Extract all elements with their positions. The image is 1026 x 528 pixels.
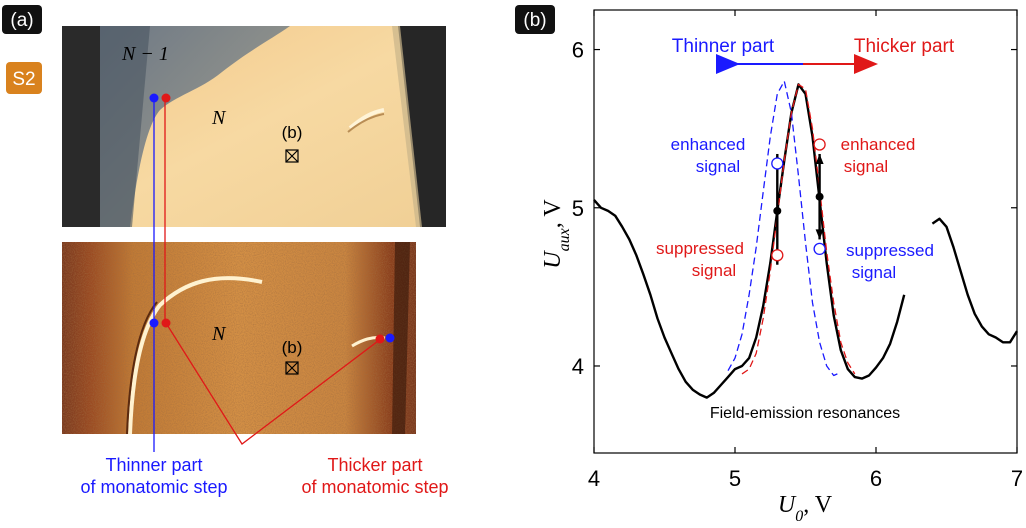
x-axis-label: U0, V [778, 492, 833, 525]
x-tick-label: 5 [729, 466, 741, 491]
left-suppressed-line1: suppressed [656, 239, 744, 258]
right-suppressed-line1: suppressed [846, 241, 934, 260]
right-down-arrow-head [815, 229, 824, 240]
top-topography-image [62, 26, 446, 227]
top-label-n-minus-1: N − 1 [121, 43, 169, 65]
open-marker-3 [813, 242, 826, 256]
left-enhanced-line2: signal [696, 157, 740, 176]
bottom-thicker-dot [161, 318, 171, 328]
panel-a-label-box [2, 5, 42, 34]
y-axis-label: Uaux, V [540, 199, 573, 269]
bottom-thinner-dot [149, 318, 159, 328]
right-enhanced-line2: signal [844, 157, 888, 176]
left-enhanced-line1: enhanced [671, 135, 746, 154]
x-tick-label: 6 [870, 466, 882, 491]
thinner-annotation-line1: Thinner part [105, 455, 202, 475]
bottom-label-n: N [211, 323, 227, 345]
right-thinner-dot [385, 333, 395, 343]
top-marker-b-label: (b) [282, 123, 303, 142]
panel-b-label: (b) [523, 10, 546, 31]
y-tick-label: 6 [572, 38, 584, 63]
plot-frame [593, 9, 1018, 454]
open-marker-0 [771, 157, 784, 170]
open-marker-1 [771, 249, 784, 262]
left-suppressed-line2: signal [692, 261, 736, 280]
marker-layer [771, 138, 826, 265]
axis-ticks: 4 5 6 7 4 5 6 [572, 10, 1023, 491]
sample-badge-box [6, 62, 42, 94]
thicker-leader-lines [165, 322, 383, 445]
right-enhanced-line1: enhanced [841, 135, 916, 154]
top-label-n: N [211, 107, 227, 129]
series-layer [593, 80, 1019, 399]
panel-b-label-box [515, 5, 555, 34]
top-thinner-dot [149, 93, 159, 103]
bottom-marker-b-label: (b) [282, 338, 303, 357]
series-line-0 [593, 83, 906, 399]
x-tick-label: 4 [588, 466, 600, 491]
open-marker-2 [813, 138, 826, 151]
arrow-right-label: Thicker part [854, 36, 955, 57]
panel-a-label: (a) [10, 10, 33, 31]
panel-b: (b) 4 5 6 7 4 5 6 Uaux, V U0, V Thinner part T… [515, 5, 1023, 525]
thinner-annotation-line2: of monatomic step [80, 477, 227, 497]
y-tick-label: 4 [572, 354, 584, 379]
panel-a: (a) S2 N − 1 N (b) N [2, 5, 449, 497]
series-line-3 [741, 83, 856, 375]
right-thicker-dot [375, 334, 385, 344]
thicker-annotation-line2: of monatomic step [301, 477, 448, 497]
bottom-marker-b-icon [285, 361, 299, 375]
filled-marker-0 [773, 206, 782, 215]
top-thicker-dot [161, 93, 171, 103]
bottom-current-image [62, 242, 416, 435]
arrow-left-label: Thinner part [672, 36, 775, 57]
series-line-1 [931, 217, 1019, 344]
right-suppressed-line2: signal [852, 263, 896, 282]
sample-badge: S2 [12, 69, 35, 90]
y-tick-label: 5 [572, 196, 584, 221]
right-up-arrow-head [815, 153, 824, 164]
thicker-annotation-line1: Thicker part [327, 455, 422, 475]
top-marker-b-icon [285, 149, 299, 163]
plot-caption: Field-emission resonances [710, 405, 900, 422]
x-tick-label: 7 [1011, 466, 1023, 491]
filled-marker-1 [815, 192, 824, 201]
